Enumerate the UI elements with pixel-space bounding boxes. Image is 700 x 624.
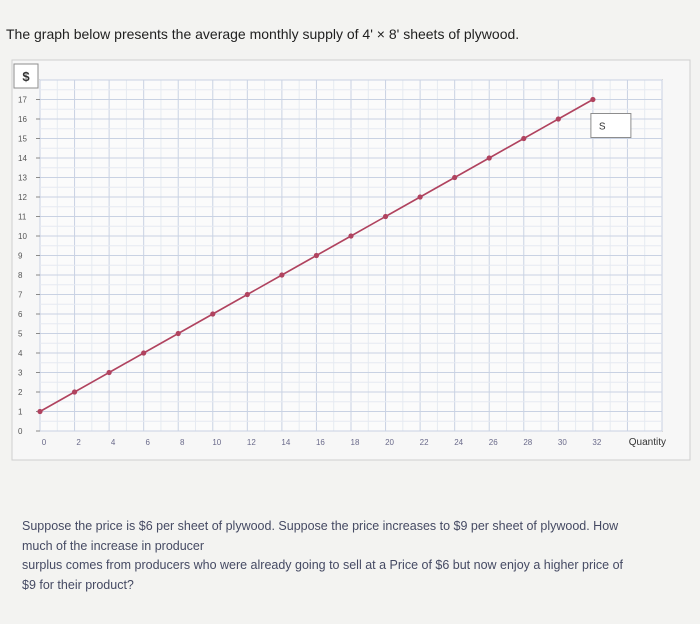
x-tick-label: 18 bbox=[351, 438, 360, 447]
y-tick-label: 9 bbox=[18, 252, 23, 261]
y-tick-label: 11 bbox=[18, 213, 27, 222]
y-tick-label: 10 bbox=[18, 232, 27, 241]
supply-point bbox=[71, 389, 78, 395]
x-tick-label: 0 bbox=[42, 438, 47, 447]
x-tick-label: 20 bbox=[385, 438, 394, 447]
y-tick-label: 3 bbox=[18, 369, 23, 378]
x-tick-label: 14 bbox=[281, 438, 290, 447]
x-tick-label: 28 bbox=[523, 438, 532, 447]
question-line: Suppose the price is $6 per sheet of ply… bbox=[22, 519, 619, 533]
supply-point bbox=[279, 272, 285, 278]
supply-point bbox=[37, 408, 43, 415]
question-line: $9 for their product? bbox=[22, 577, 134, 592]
x-tick-label: 30 bbox=[558, 438, 567, 447]
y-tick-label: 14 bbox=[18, 154, 27, 163]
supply-point bbox=[521, 135, 527, 142]
x-tick-label: 16 bbox=[316, 438, 325, 447]
supply-point bbox=[313, 252, 320, 259]
series-label-box bbox=[590, 113, 632, 138]
y-axis-symbol-box bbox=[13, 63, 39, 89]
y-tick-label: 12 bbox=[18, 193, 27, 202]
supply-point bbox=[244, 291, 250, 298]
series-label: S bbox=[599, 122, 606, 133]
supply-point bbox=[555, 116, 561, 122]
y-tick-label: 2 bbox=[18, 388, 23, 397]
x-tick-label: 22 bbox=[420, 438, 429, 447]
y-tick-label: 6 bbox=[18, 310, 23, 319]
y-axis-symbol: $ bbox=[22, 69, 30, 84]
question-text: Suppose the price is $6 per sheet of ply… bbox=[22, 517, 672, 595]
intro-text: The graph below presents the average mon… bbox=[6, 26, 520, 42]
y-tick-label: 13 bbox=[18, 174, 27, 183]
y-tick-label: 8 bbox=[18, 271, 23, 280]
question-line: much of the increase in producer bbox=[22, 538, 205, 553]
supply-point bbox=[175, 330, 181, 337]
supply-point bbox=[106, 369, 112, 376]
supply-point bbox=[417, 194, 423, 200]
question-line: surplus comes from producers who were al… bbox=[22, 558, 624, 572]
x-tick-label: 12 bbox=[247, 438, 256, 447]
x-tick-label: 24 bbox=[454, 438, 463, 447]
supply-point bbox=[486, 155, 492, 161]
x-axis-label: Quantity bbox=[629, 437, 666, 448]
x-tick-label: 32 bbox=[592, 438, 601, 447]
supply-point bbox=[141, 350, 147, 356]
x-tick-label: 2 bbox=[76, 438, 81, 447]
x-tick-label: 6 bbox=[145, 438, 150, 447]
x-tick-label: 10 bbox=[212, 438, 221, 447]
supply-point bbox=[590, 96, 596, 103]
supply-point bbox=[210, 311, 216, 317]
x-tick-label: 8 bbox=[180, 438, 185, 447]
y-tick-label: 17 bbox=[18, 96, 27, 105]
y-tick-label: 7 bbox=[18, 291, 23, 300]
supply-point bbox=[382, 213, 389, 220]
y-tick-label: 4 bbox=[18, 349, 23, 358]
supply-point bbox=[452, 174, 458, 181]
y-tick-label: 0 bbox=[18, 427, 23, 436]
supply-chart: 0 1 2 3 4 5 6 7 8 9 10 11 12 13 14 15 16 17 0 2 4 6 8 10 12 14 16 1… bbox=[0, 56, 700, 466]
x-tick-label: 4 bbox=[111, 438, 116, 447]
x-tick-label: 26 bbox=[489, 438, 498, 447]
supply-point bbox=[348, 233, 354, 239]
y-tick-label: 1 bbox=[18, 408, 23, 417]
y-tick-label: 16 bbox=[18, 115, 27, 124]
y-tick-label: 5 bbox=[18, 330, 23, 339]
y-tick-label: 15 bbox=[18, 135, 27, 144]
